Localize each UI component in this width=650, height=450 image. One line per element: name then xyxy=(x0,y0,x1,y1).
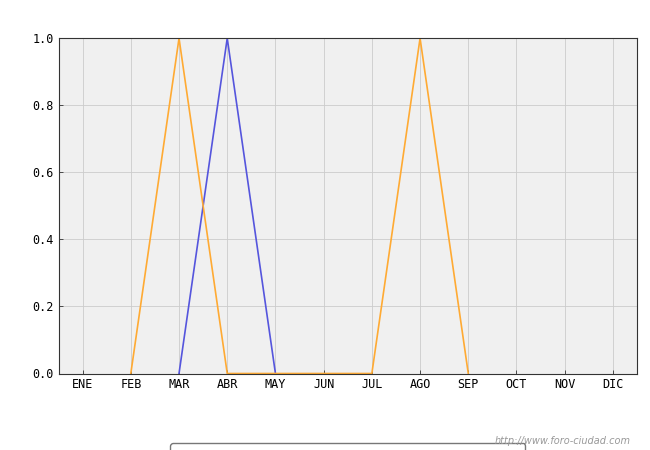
Text: http://www.foro-ciudad.com: http://www.foro-ciudad.com xyxy=(495,436,630,446)
Legend: 2024, 2023, 2022, 2021, 2020: 2024, 2023, 2022, 2021, 2020 xyxy=(170,443,525,450)
Text: Matriculaciones de Vehiculos en La Cueva de Roa: Matriculaciones de Vehiculos en La Cueva… xyxy=(99,12,551,27)
